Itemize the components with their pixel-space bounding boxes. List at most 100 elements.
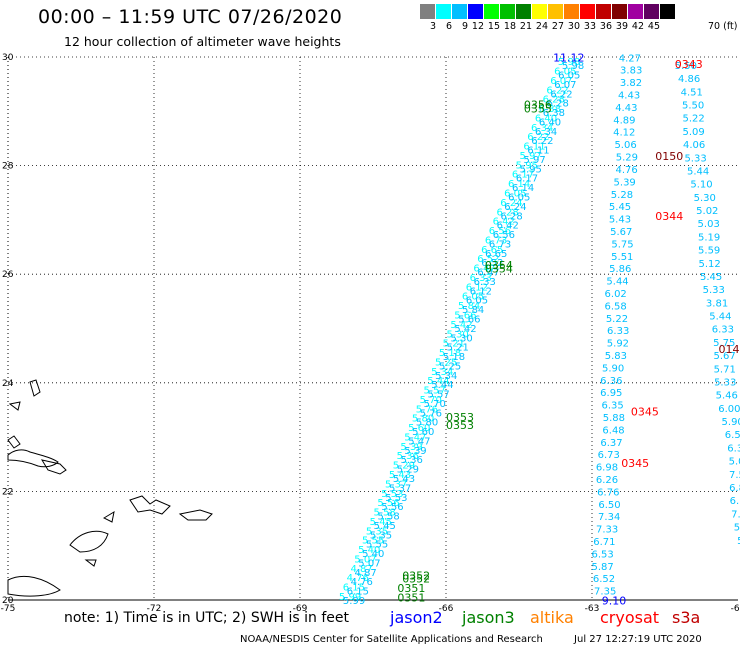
track-value-label: 4.06 bbox=[683, 140, 705, 151]
track-value-label: 5.33 bbox=[684, 153, 706, 164]
track-value-label: 5.60 bbox=[412, 427, 434, 438]
track-value-label: 5.39 bbox=[404, 446, 426, 457]
legend-swatch bbox=[660, 4, 676, 19]
legend-swatch bbox=[532, 4, 548, 19]
island-coastline bbox=[69, 530, 109, 553]
island-coastline bbox=[84, 559, 97, 567]
pass-time-label: 9.10 bbox=[602, 594, 627, 607]
track-value-label: 5.70 bbox=[424, 399, 446, 410]
island-coastline bbox=[7, 449, 59, 468]
track-value-label: 6.05 bbox=[504, 189, 526, 200]
track-value-label: 5.33 bbox=[714, 377, 736, 388]
track-value-label: 4.76 bbox=[347, 573, 369, 584]
track-value-label: 5.47 bbox=[404, 432, 426, 443]
lat-label: 30 bbox=[2, 53, 14, 63]
legend-tick-label: 18 bbox=[503, 21, 516, 32]
track-value-label: 4.51 bbox=[681, 87, 703, 98]
track-value-label: 5.53 bbox=[381, 489, 403, 500]
track-value-label: 5.25 bbox=[435, 357, 457, 368]
track-value-label: 5.06 bbox=[614, 140, 636, 151]
track-value-label: 6.95 bbox=[600, 388, 622, 399]
legend-swatch bbox=[644, 4, 660, 19]
track-value-label: 5.80 bbox=[412, 414, 434, 425]
track-value-label: 5.44 bbox=[431, 380, 453, 391]
legend-unit: 70 (ft) bbox=[708, 21, 738, 32]
legend-tick-label: 12 bbox=[471, 21, 484, 32]
legend-tick-label: 15 bbox=[487, 21, 500, 32]
island-coastline bbox=[7, 575, 61, 597]
track-value-label: 5.57 bbox=[427, 390, 449, 401]
legend-tick-label: 42 bbox=[631, 21, 644, 32]
track-value-label: 4.43 bbox=[618, 91, 640, 102]
track-value-label: 6.22 bbox=[550, 89, 572, 100]
track-value-label: 5.57 bbox=[423, 386, 445, 397]
track-value-label: 5.21 bbox=[443, 339, 465, 350]
track-value-label: 5.55 bbox=[362, 536, 384, 547]
track-value-label: 5.33 bbox=[703, 285, 725, 296]
track-value-label: 5.44 bbox=[606, 277, 628, 288]
track-value-label: 6.24 bbox=[504, 202, 526, 213]
track-value-label: 5.90 bbox=[722, 417, 740, 428]
legend-swatch bbox=[452, 4, 468, 19]
track-value-label: 5.76 bbox=[420, 408, 442, 419]
island-coastline bbox=[102, 510, 115, 523]
track-value-label: 5.07 bbox=[358, 558, 380, 569]
track-value-label: 6.12 bbox=[470, 286, 492, 297]
track-value-label: 5.30 bbox=[694, 193, 716, 204]
legend-swatch bbox=[628, 4, 644, 19]
legend-tick-label: 27 bbox=[551, 21, 564, 32]
track-value-label: 5.30 bbox=[447, 329, 469, 340]
track-value-label: 7.34 bbox=[598, 512, 620, 523]
track-value-label: 3.83 bbox=[620, 66, 642, 77]
track-value-label: 5.58 bbox=[378, 512, 400, 523]
track-value-label: 5.34 bbox=[435, 371, 457, 382]
track-value-label: 5.92 bbox=[607, 339, 629, 350]
track-value-label: 5.3 bbox=[737, 536, 740, 547]
track-value-label: 6.22 bbox=[527, 132, 549, 143]
legend-labels: 3 6 9 12 15 18 21 24 27 30 33 36 39 42 45 bbox=[420, 21, 676, 32]
legend-tick-label: 21 bbox=[519, 21, 532, 32]
track-value-label: 6.98 bbox=[596, 463, 618, 474]
track-value-label: 5.59 bbox=[698, 246, 720, 257]
track-value-label: 5.56 bbox=[381, 502, 403, 513]
track-value-label: 6.11 bbox=[527, 146, 549, 157]
pass-time-label: 0355 bbox=[524, 102, 552, 115]
legend-swatches bbox=[420, 4, 676, 19]
track-value-label: 5.60 bbox=[408, 423, 430, 434]
track-value-label: 6.33 bbox=[712, 325, 734, 336]
track-value-label: 4.87 bbox=[354, 568, 376, 579]
track-value-label: 5.45 bbox=[700, 272, 722, 283]
track-value-label: 6.02 bbox=[605, 289, 627, 300]
track-value-label: 5.36 bbox=[401, 455, 423, 466]
track-value-label: 6.14 bbox=[512, 183, 534, 194]
satellite-label-cryosat: cryosat bbox=[600, 608, 660, 627]
track-value-label: 5.19 bbox=[698, 232, 720, 243]
track-value-label: 7.33 bbox=[596, 525, 618, 536]
legend-tick-label: 36 bbox=[599, 21, 612, 32]
pass-time-label: 0150 bbox=[655, 150, 683, 163]
map-subtitle: 12 hour collection of altimeter wave hei… bbox=[64, 34, 341, 49]
track-value-label: 5.22 bbox=[606, 314, 628, 325]
track-value-label: 5.02 bbox=[696, 206, 718, 217]
track-value-label: 5.18 bbox=[439, 348, 461, 359]
track-value-label: 6.50 bbox=[598, 500, 620, 511]
track-value-label: 6.40 bbox=[535, 113, 557, 124]
legend-swatch bbox=[612, 4, 628, 19]
pass-time-label: 0352 bbox=[402, 569, 430, 582]
satellite-label-s3a: s3a bbox=[672, 608, 701, 627]
pass-time-label: 0352 bbox=[402, 573, 430, 586]
track-value-label: 5.12 bbox=[699, 259, 721, 270]
track-value-label: 3.82 bbox=[620, 78, 642, 89]
track-value-label: 6.28 bbox=[496, 207, 518, 218]
track-value-label: 5.42 bbox=[450, 320, 472, 331]
legend-swatch bbox=[596, 4, 612, 19]
footer-note: note: 1) Time is in UTC; 2) SWH is in fe… bbox=[64, 610, 350, 626]
lat-label: 24 bbox=[2, 379, 14, 389]
track-value-label: 6.05 bbox=[466, 296, 488, 307]
track-value-label: 5.75 bbox=[713, 338, 735, 349]
track-value-label: 6.36 bbox=[600, 376, 622, 387]
legend-tick-label: 45 bbox=[647, 21, 660, 32]
track-value-label: 6.56 bbox=[489, 226, 511, 237]
track-value-label: 6.34 bbox=[535, 127, 557, 138]
track-value-label: 5.80 bbox=[416, 418, 438, 429]
